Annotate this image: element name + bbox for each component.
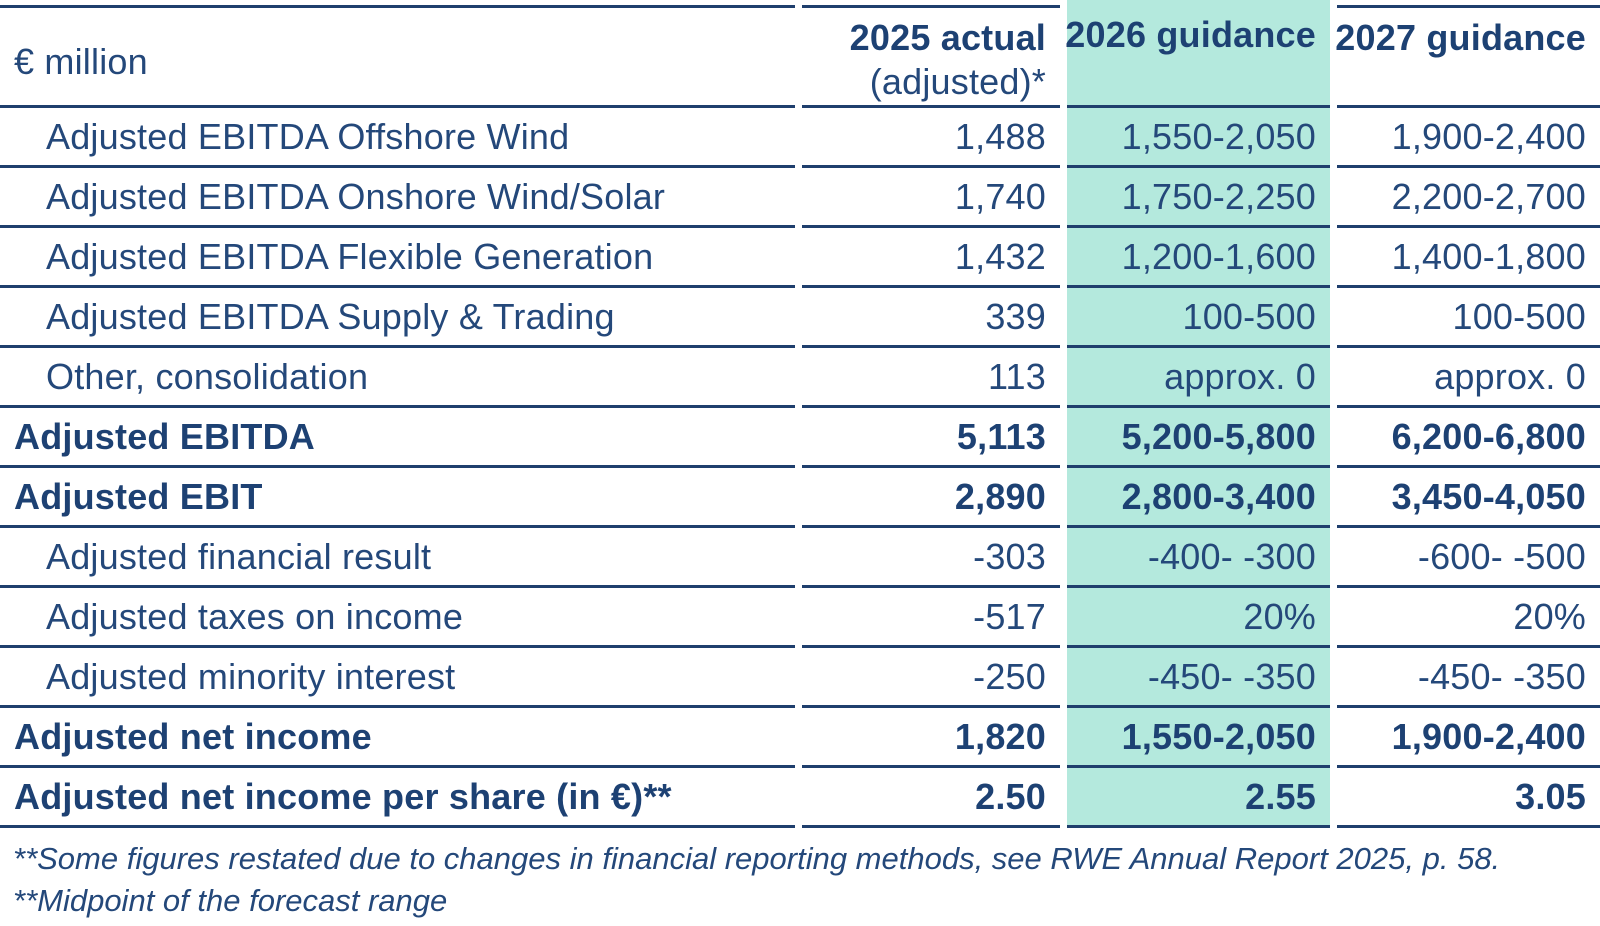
value-2025-actual: 113 — [802, 348, 1060, 408]
value-2027-guidance: -450- -350 — [1337, 648, 1600, 708]
footnotes: **Some figures restated due to changes i… — [0, 828, 1600, 922]
value-2026-guidance: -400- -300 — [1067, 528, 1330, 588]
footnote: **Midpoint of the forecast range — [13, 883, 448, 918]
value-2025-actual: 2.50 — [802, 768, 1060, 828]
value-2026-guidance: 1,750-2,250 — [1067, 168, 1330, 228]
column-header-2026-title: 2026 guidance — [1065, 14, 1316, 55]
value-2025-actual: -517 — [802, 588, 1060, 648]
column-header-2025-title: 2025 actual — [849, 17, 1046, 58]
row-label: Adjusted financial result — [0, 528, 795, 588]
value-2027-guidance: 1,900-2,400 — [1337, 108, 1600, 168]
row-label: Adjusted taxes on income — [0, 588, 795, 648]
value-2026-guidance: -450- -350 — [1067, 648, 1330, 708]
value-2025-actual: 1,820 — [802, 708, 1060, 768]
value-2027-guidance: 3,450-4,050 — [1337, 468, 1600, 528]
value-2026-guidance: approx. 0 — [1067, 348, 1330, 408]
row-label: Adjusted EBITDA Offshore Wind — [0, 108, 795, 168]
row-label: Adjusted net income per share (in €)** — [0, 768, 795, 828]
value-2025-actual: -303 — [802, 528, 1060, 588]
guidance-table: € million 2025 actual (adjusted)* 2026 g… — [0, 0, 1600, 828]
row-label: Adjusted EBITDA — [0, 408, 795, 468]
row-label: Adjusted EBITDA Flexible Generation — [0, 228, 795, 288]
row-label: Adjusted minority interest — [0, 648, 795, 708]
column-header-2027-title: 2027 guidance — [1335, 17, 1586, 58]
value-2026-guidance: 20% — [1067, 588, 1330, 648]
value-2027-guidance: 100-500 — [1337, 288, 1600, 348]
value-2025-actual: 1,740 — [802, 168, 1060, 228]
unit-label: € million — [0, 5, 795, 108]
column-header-2027-guidance: 2027 guidance — [1335, 5, 1600, 108]
row-label: Other, consolidation — [0, 348, 795, 408]
value-2026-guidance: 1,200-1,600 — [1067, 228, 1330, 288]
value-2027-guidance: 1,400-1,800 — [1337, 228, 1600, 288]
value-2025-actual: 2,890 — [802, 468, 1060, 528]
column-header-2026-guidance: 2026 guidance — [1065, 0, 1330, 108]
value-2027-guidance: 3.05 — [1337, 768, 1600, 828]
value-2027-guidance: 2,200-2,700 — [1337, 168, 1600, 228]
value-2025-actual: 1,432 — [802, 228, 1060, 288]
value-2025-actual: 339 — [802, 288, 1060, 348]
row-label: Adjusted EBIT — [0, 468, 795, 528]
row-label: Adjusted net income — [0, 708, 795, 768]
column-header-2025-actual: 2025 actual (adjusted)* — [802, 5, 1060, 108]
value-2026-guidance: 1,550-2,050 — [1067, 108, 1330, 168]
value-2026-guidance: 2,800-3,400 — [1067, 468, 1330, 528]
row-label: Adjusted EBITDA Supply & Trading — [0, 288, 795, 348]
value-2026-guidance: 5,200-5,800 — [1067, 408, 1330, 468]
value-2027-guidance: 6,200-6,800 — [1337, 408, 1600, 468]
value-2025-actual: 5,113 — [802, 408, 1060, 468]
value-2027-guidance: -600- -500 — [1337, 528, 1600, 588]
value-2027-guidance: 20% — [1337, 588, 1600, 648]
value-2025-actual: 1,488 — [802, 108, 1060, 168]
value-2026-guidance: 2.55 — [1067, 768, 1330, 828]
column-header-2025-subtitle: (adjusted)* — [869, 61, 1046, 102]
row-label: Adjusted EBITDA Onshore Wind/Solar — [0, 168, 795, 228]
value-2026-guidance: 100-500 — [1067, 288, 1330, 348]
value-2026-guidance: 1,550-2,050 — [1067, 708, 1330, 768]
value-2027-guidance: 1,900-2,400 — [1337, 708, 1600, 768]
value-2027-guidance: approx. 0 — [1337, 348, 1600, 408]
value-2025-actual: -250 — [802, 648, 1060, 708]
footnote: **Some figures restated due to changes i… — [13, 841, 1501, 876]
